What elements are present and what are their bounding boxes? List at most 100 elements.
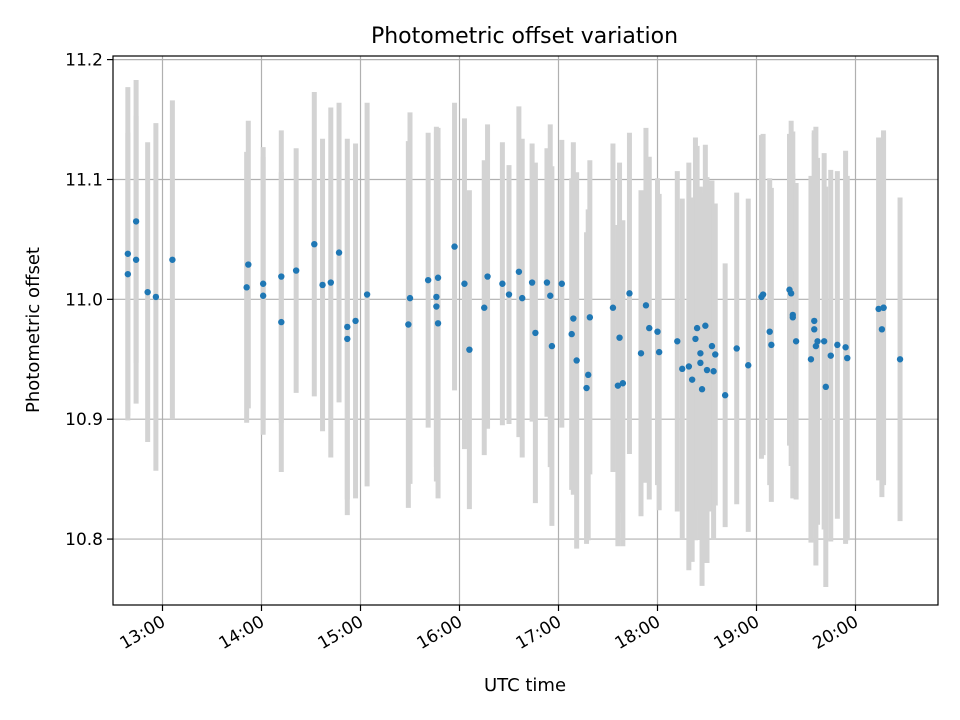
- data-point: [144, 288, 151, 296]
- data-point: [896, 356, 904, 363]
- data-point: [424, 276, 432, 284]
- data-point: [124, 250, 132, 257]
- data-point: [827, 352, 834, 359]
- x-tick-label: 18:00: [612, 612, 664, 654]
- data-point: [654, 328, 661, 335]
- data-point: [499, 280, 506, 287]
- data-point: [434, 274, 442, 281]
- data-point: [646, 324, 653, 332]
- data-point: [481, 304, 488, 311]
- data-point: [548, 342, 556, 350]
- data-point: [679, 365, 686, 373]
- x-tick-label: 20:00: [810, 612, 862, 654]
- data-point: [433, 293, 440, 301]
- data-point: [609, 304, 617, 311]
- data-point: [814, 338, 821, 345]
- data-point: [721, 392, 729, 399]
- data-point: [245, 261, 252, 268]
- data-point: [875, 305, 882, 313]
- data-point: [807, 356, 815, 363]
- data-point: [692, 335, 699, 343]
- data-point: [433, 303, 440, 310]
- data-point: [243, 284, 250, 291]
- data-point: [880, 304, 887, 311]
- y-tick-label: 10.8: [65, 530, 103, 550]
- data-point: [406, 294, 414, 302]
- data-point: [789, 314, 796, 321]
- y-tick-label: 11.1: [65, 170, 103, 190]
- data-point: [619, 380, 627, 387]
- x-tick-label: 13:00: [117, 612, 169, 654]
- data-point: [842, 344, 849, 351]
- data-point: [434, 320, 442, 327]
- data-point: [811, 326, 818, 333]
- data-point: [787, 290, 795, 297]
- chart-title: Photometric offset variation: [371, 24, 678, 49]
- data-point: [693, 324, 701, 332]
- data-point: [543, 279, 551, 286]
- data-point: [132, 256, 140, 263]
- data-points: [124, 218, 904, 399]
- data-point: [712, 351, 719, 358]
- x-tick-label: 19:00: [711, 612, 763, 654]
- x-tick-label: 17:00: [513, 612, 565, 654]
- data-point: [132, 218, 140, 225]
- data-point: [335, 249, 343, 256]
- error-bars: [125, 79, 903, 588]
- data-point: [363, 291, 371, 298]
- y-tick-label: 11.0: [65, 290, 103, 310]
- data-point: [626, 290, 633, 297]
- data-point: [152, 293, 160, 301]
- x-axis: 13:00 14:00 15:00 16:00 17:00 18:00 19:00 20:00: [117, 605, 862, 654]
- data-point: [344, 323, 351, 331]
- data-point: [528, 279, 536, 286]
- data-point: [570, 315, 577, 322]
- data-point: [583, 384, 590, 392]
- data-point: [466, 346, 473, 353]
- data-point: [703, 366, 711, 374]
- data-point: [573, 357, 580, 364]
- data-point: [461, 280, 468, 287]
- data-point: [292, 267, 300, 274]
- data-point: [451, 243, 458, 250]
- data-point: [319, 281, 326, 289]
- data-point: [519, 294, 526, 302]
- data-point: [733, 345, 740, 352]
- data-point: [655, 348, 663, 356]
- data-point: [688, 376, 696, 383]
- data-point: [674, 338, 681, 345]
- y-tick-label: 10.9: [65, 410, 103, 430]
- data-point: [792, 338, 800, 345]
- data-point: [259, 280, 267, 287]
- data-point: [352, 317, 359, 325]
- data-point: [484, 273, 491, 280]
- data-point: [259, 292, 267, 299]
- data-point: [637, 350, 645, 357]
- data-point: [697, 359, 704, 367]
- data-point: [820, 338, 828, 345]
- data-point: [616, 334, 623, 341]
- data-point: [759, 291, 767, 298]
- data-point: [327, 279, 334, 286]
- x-tick-label: 15:00: [315, 612, 367, 654]
- data-point: [642, 302, 650, 309]
- data-point: [505, 291, 513, 298]
- data-point: [766, 328, 773, 335]
- y-tick-label: 11.2: [65, 51, 103, 71]
- data-point: [811, 317, 818, 325]
- y-axis: 10.8 10.9 11.0 11.1 11.2: [65, 51, 113, 550]
- y-axis-label: Photometric offset: [23, 247, 44, 413]
- x-axis-label: UTC time: [484, 675, 566, 696]
- data-point: [822, 383, 829, 391]
- data-point: [745, 362, 752, 369]
- data-point: [702, 322, 709, 329]
- data-point: [558, 280, 565, 287]
- x-tick-label: 14:00: [216, 612, 268, 654]
- data-point: [124, 270, 132, 278]
- data-point: [586, 314, 594, 321]
- data-point: [278, 318, 285, 326]
- data-point: [685, 363, 693, 370]
- data-point: [568, 330, 575, 338]
- data-point: [311, 240, 318, 248]
- data-point: [169, 256, 176, 263]
